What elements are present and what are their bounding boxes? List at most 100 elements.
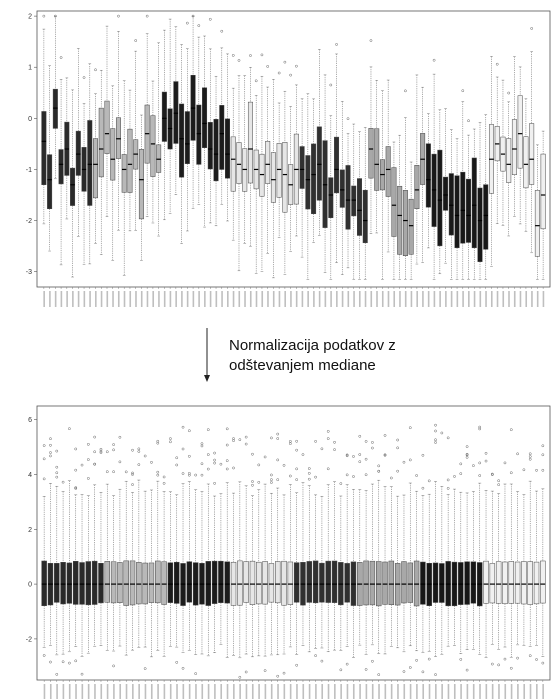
box xyxy=(123,470,129,656)
x-tick-label xyxy=(207,684,210,699)
box xyxy=(527,452,533,658)
x-tick-label xyxy=(441,684,443,699)
box xyxy=(451,475,458,646)
outlier-point xyxy=(434,423,437,427)
x-tick-label xyxy=(531,291,533,307)
box xyxy=(305,93,311,280)
box xyxy=(523,98,529,232)
x-tick-label xyxy=(341,291,344,307)
box-iqr xyxy=(483,184,489,250)
outlier-point xyxy=(465,453,469,457)
box xyxy=(401,460,407,673)
x-tick-label xyxy=(315,684,317,699)
box-iqr xyxy=(464,561,470,605)
box-iqr xyxy=(517,95,523,169)
box-iqr xyxy=(470,561,477,604)
outlier-point xyxy=(434,673,437,676)
box xyxy=(454,138,460,280)
box xyxy=(41,444,47,657)
outlier-point xyxy=(86,477,90,480)
box-iqr xyxy=(58,149,64,185)
box-iqr xyxy=(299,146,305,189)
box xyxy=(256,463,262,657)
x-tick-label xyxy=(220,684,223,699)
box xyxy=(60,480,66,664)
x-tick-label xyxy=(378,684,380,699)
x-tick-label xyxy=(358,291,361,307)
outlier-point xyxy=(74,487,78,490)
box xyxy=(369,441,376,663)
x-tick-label xyxy=(226,684,229,699)
outlier-point xyxy=(276,478,280,482)
box-iqr xyxy=(345,165,351,230)
x-tick-label xyxy=(140,291,143,307)
box-iqr xyxy=(73,561,79,605)
x-tick-label xyxy=(404,291,407,307)
normalized-boxplot-panel: -2 0 2 4 6 xyxy=(26,405,551,699)
box xyxy=(265,65,271,254)
outlier-point xyxy=(509,666,513,670)
outlier-point xyxy=(283,60,287,64)
box xyxy=(402,89,408,280)
box xyxy=(161,475,167,657)
outlier-point xyxy=(276,437,280,440)
outlier-point xyxy=(169,440,172,444)
box-iqr xyxy=(351,185,357,217)
box-iqr xyxy=(282,142,288,213)
outlier-point xyxy=(49,660,52,664)
box xyxy=(483,451,489,658)
x-tick-label xyxy=(169,291,172,307)
box xyxy=(288,73,294,252)
plot-frame xyxy=(36,10,551,288)
box-iqr xyxy=(41,111,47,185)
outlier-point xyxy=(465,445,469,448)
outlier-point xyxy=(352,455,355,458)
x-tick-label xyxy=(95,291,97,307)
box xyxy=(87,63,93,265)
x-tick-label xyxy=(72,291,74,307)
box-iqr xyxy=(408,198,414,255)
box xyxy=(502,461,508,661)
x-tick-label xyxy=(472,684,475,699)
box-iqr xyxy=(75,130,81,176)
box-iqr xyxy=(420,561,426,605)
x-tick-label xyxy=(327,684,330,699)
x-tick-label xyxy=(364,291,367,307)
x-tick-label xyxy=(132,684,134,699)
box-iqr xyxy=(529,123,535,185)
outlier-point xyxy=(314,654,317,657)
x-tick-label xyxy=(453,684,456,699)
box xyxy=(253,79,259,274)
box xyxy=(344,453,350,666)
outlier-point xyxy=(288,442,292,445)
outlier-point xyxy=(80,672,84,676)
y-tick-label: 6 xyxy=(28,417,32,424)
box-iqr xyxy=(540,153,546,230)
box xyxy=(445,436,451,647)
outlier-point xyxy=(541,453,545,457)
x-tick-label xyxy=(536,291,539,307)
box xyxy=(98,447,104,646)
box-iqr xyxy=(142,562,148,605)
x-tick-label xyxy=(157,684,159,699)
x-tick-label xyxy=(324,291,327,307)
box xyxy=(533,468,540,661)
box xyxy=(500,79,506,226)
y-tick-label: -2 xyxy=(26,218,32,225)
outlier-point xyxy=(134,39,138,42)
outlier-point xyxy=(541,661,545,665)
box-iqr xyxy=(533,561,540,605)
outlier-point xyxy=(131,471,134,475)
x-tick-label xyxy=(447,684,450,699)
outlier-point xyxy=(497,483,501,487)
outlier-point xyxy=(288,474,292,478)
x-tick-label xyxy=(201,684,204,699)
x-tick-label xyxy=(536,684,538,699)
box-iqr xyxy=(52,88,58,129)
box-iqr xyxy=(173,81,179,144)
outlier-point xyxy=(509,471,513,475)
box-iqr xyxy=(540,560,546,604)
box xyxy=(483,114,489,280)
box xyxy=(243,435,249,674)
